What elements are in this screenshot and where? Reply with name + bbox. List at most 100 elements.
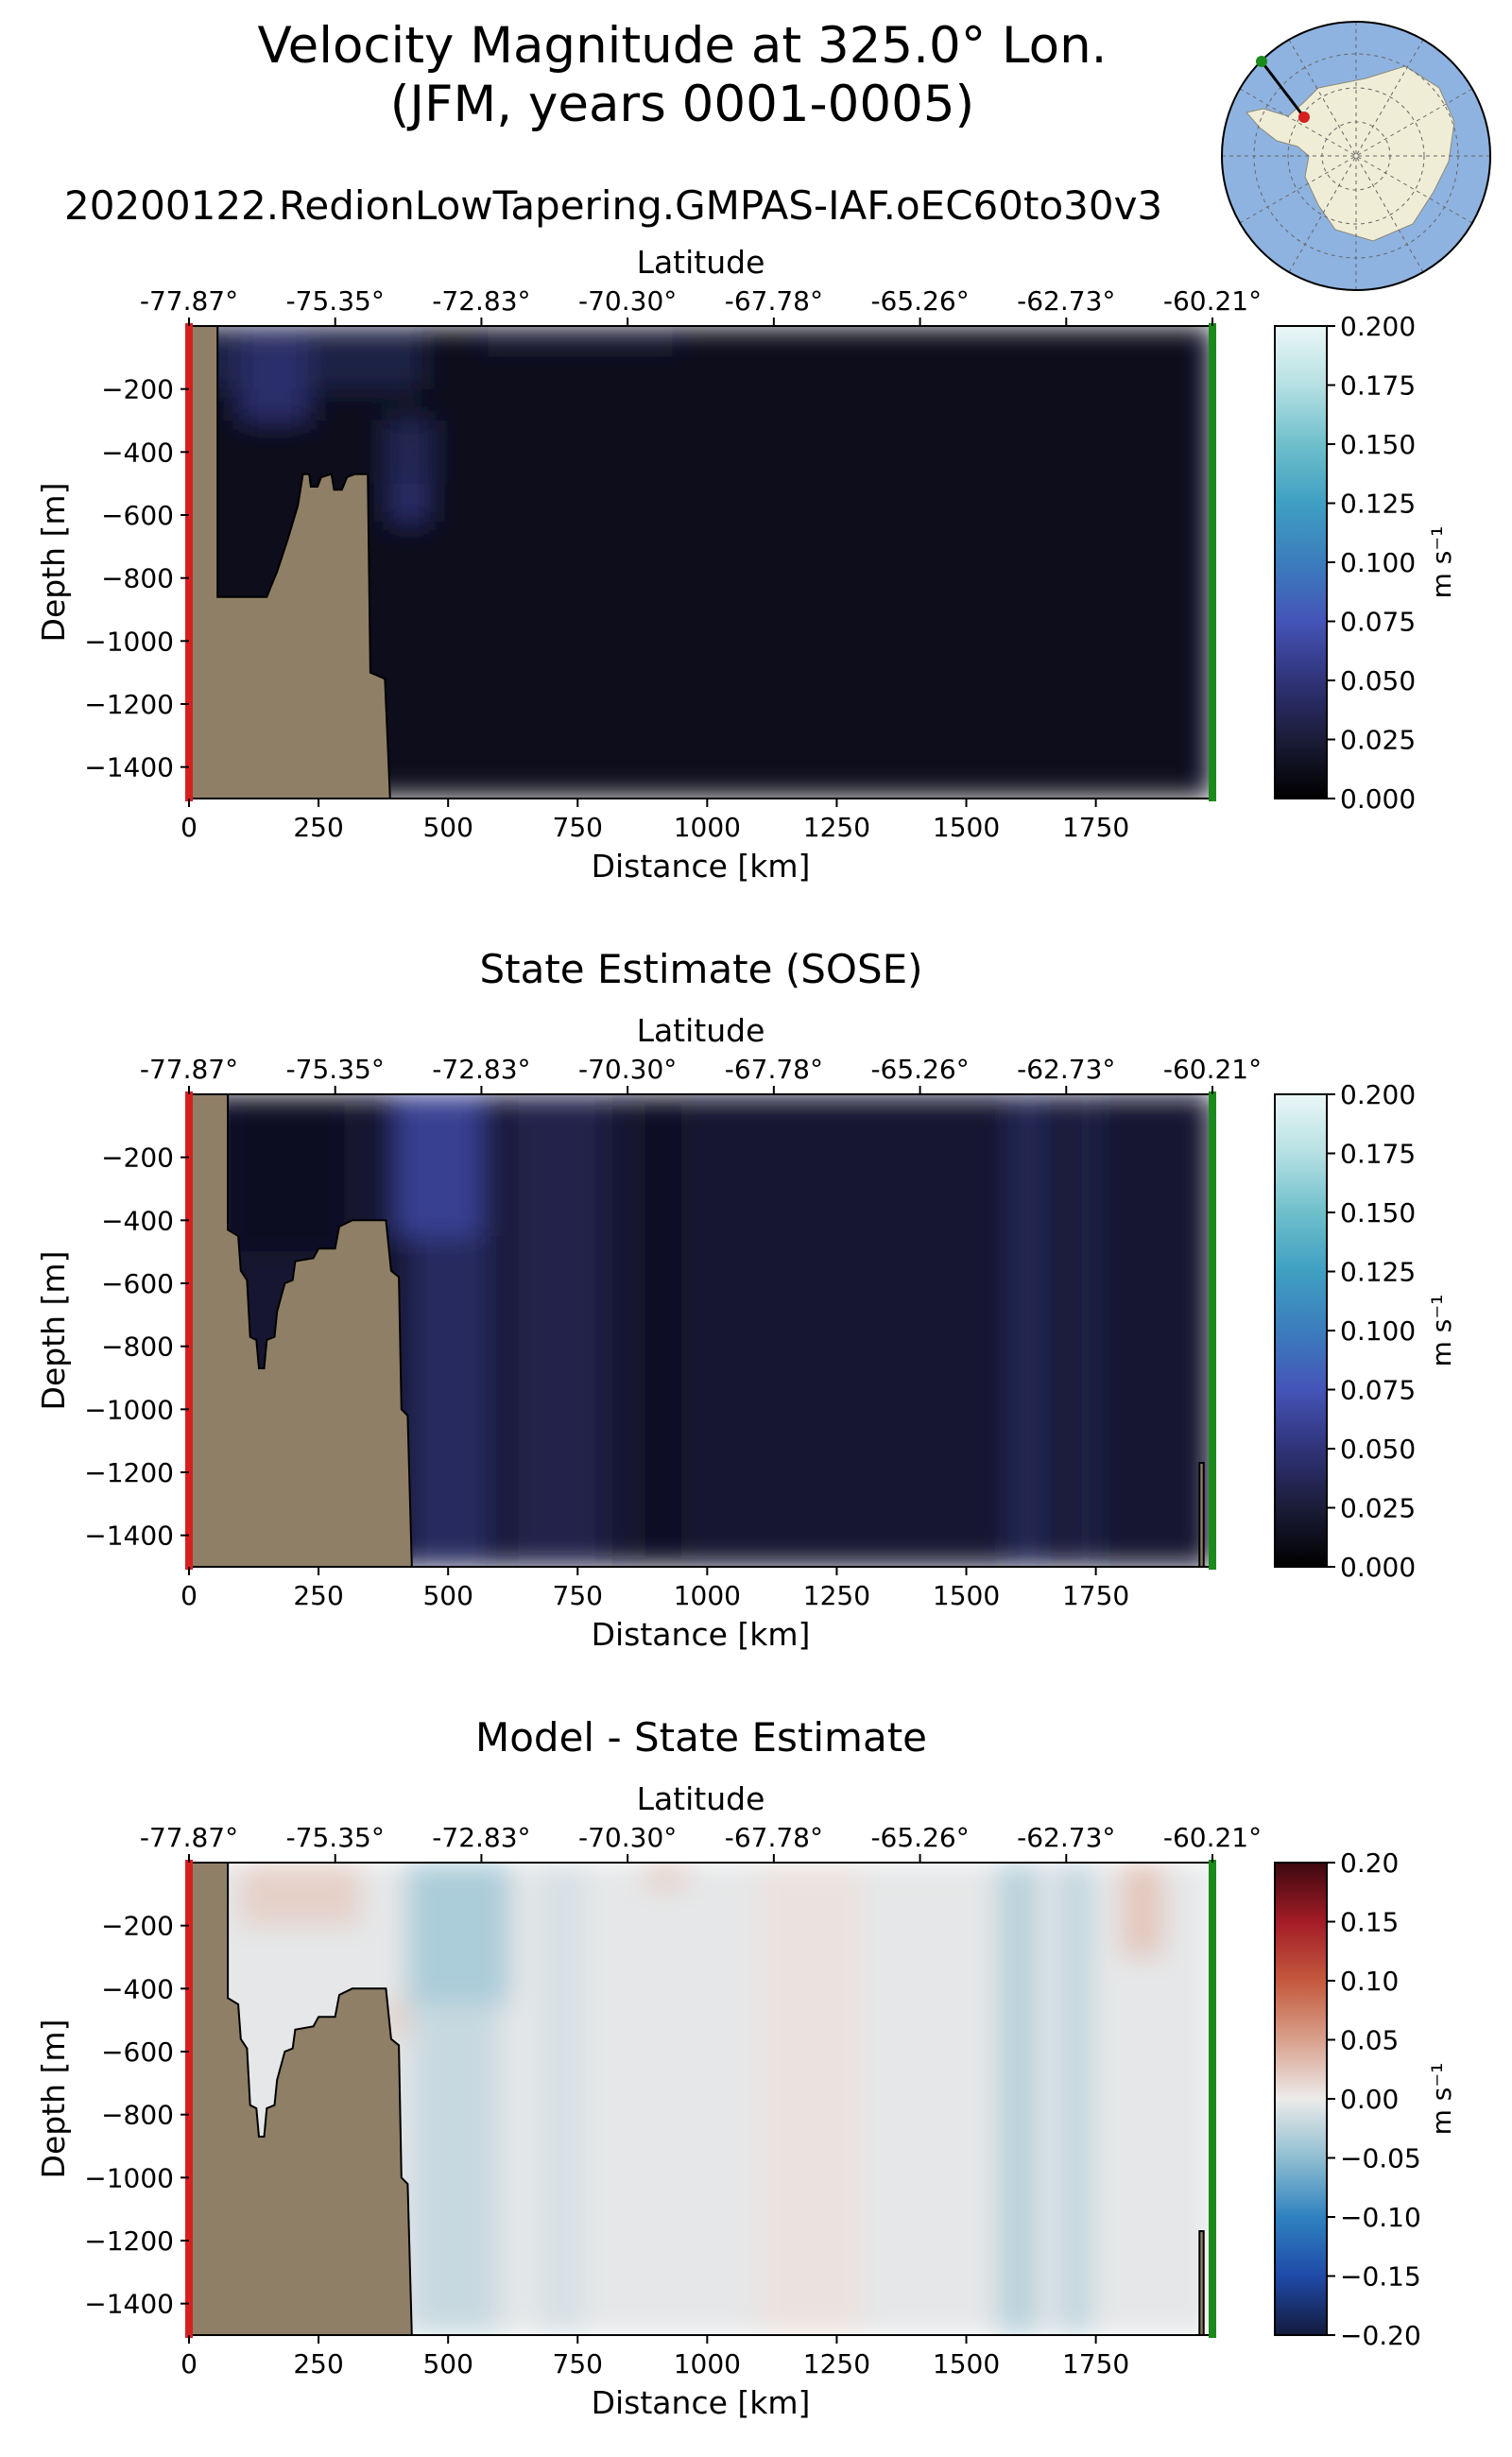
x-tick-label: 1500 bbox=[933, 1580, 1000, 1611]
y-tick-label: −1200 bbox=[84, 2225, 174, 2257]
y-axis-label: Depth [m] bbox=[35, 2019, 72, 2179]
colorbar-label: m s⁻¹ bbox=[1426, 526, 1457, 599]
bathymetry-land bbox=[189, 1094, 413, 1567]
transect-line bbox=[1260, 60, 1306, 118]
field-patch bbox=[1059, 1863, 1091, 2335]
lat-tick-label: -77.87° bbox=[140, 1822, 238, 1853]
lat-tick-label: -65.26° bbox=[870, 1054, 969, 1085]
y-tick-label: −1000 bbox=[84, 2162, 174, 2193]
colorbar bbox=[1274, 1862, 1328, 2336]
lat-tick-label: -67.78° bbox=[725, 1822, 823, 1853]
velocity-field bbox=[189, 1863, 1212, 2335]
colorbar-tick-label: 0.05 bbox=[1340, 2025, 1399, 2056]
lat-tick-label: -60.21° bbox=[1163, 1054, 1262, 1085]
y-axis-label: Depth [m] bbox=[35, 483, 72, 643]
secondary-x-axis-label: Latitude bbox=[637, 1012, 765, 1049]
x-tick-label: 250 bbox=[293, 1580, 343, 1611]
x-tick-label: 0 bbox=[180, 812, 198, 843]
colorbar-tick-label: 0.175 bbox=[1340, 370, 1416, 402]
y-axis-label: Depth [m] bbox=[35, 1251, 72, 1411]
field-patch bbox=[644, 1863, 687, 1888]
lat-tick-label: -60.21° bbox=[1163, 285, 1262, 317]
colorbar-tick-label: 0.100 bbox=[1340, 1315, 1416, 1347]
x-tick-label: 0 bbox=[180, 2348, 198, 2380]
y-tick-label: −600 bbox=[101, 1268, 174, 1299]
panel-sose: State Estimate (SOSE) 0 250 500 750 1000 1250 1… bbox=[35, 946, 1457, 1653]
y-tick-label: −1200 bbox=[84, 689, 174, 720]
field-patch bbox=[997, 1863, 1040, 2335]
bathymetry-land bbox=[189, 326, 391, 799]
lat-tick-label: -62.73° bbox=[1017, 1822, 1115, 1853]
colorbar-tick-label: 0.10 bbox=[1340, 1966, 1399, 1997]
field-patch bbox=[390, 477, 428, 522]
colorbar-tick-label: 0.150 bbox=[1340, 1197, 1416, 1228]
lat-tick-label: -62.73° bbox=[1017, 1054, 1115, 1085]
field-patch bbox=[240, 1863, 360, 1926]
y-tick-label: −200 bbox=[101, 1911, 174, 1942]
field-patch bbox=[1070, 1094, 1102, 1567]
colorbar-tick-label: 0.125 bbox=[1340, 1257, 1416, 1288]
latitude-circle bbox=[1287, 87, 1425, 225]
x-tick-label: 1250 bbox=[803, 2348, 870, 2380]
field-patch bbox=[386, 421, 433, 484]
x-axis-label: Distance [km] bbox=[592, 848, 811, 885]
panel-model: 20200122.RedionLowTapering.GMPAS-IAF.oEC… bbox=[35, 182, 1457, 885]
x-tick-label: 0 bbox=[180, 1580, 198, 1611]
colorbar-tick-label: 0.200 bbox=[1340, 311, 1416, 342]
x-axis-label: Distance [km] bbox=[592, 2384, 811, 2421]
figure-title-line2: (JFM, years 0001-0005) bbox=[390, 76, 974, 133]
y-tick-label: −600 bbox=[101, 500, 174, 531]
colorbar-tick-label: −0.15 bbox=[1340, 2261, 1421, 2293]
colorbar-tick-label: 0.000 bbox=[1340, 1552, 1416, 1583]
colorbar-tick-label: 0.025 bbox=[1340, 725, 1416, 756]
lat-tick-label: -72.83° bbox=[432, 285, 530, 317]
x-tick-label: 1750 bbox=[1062, 812, 1129, 843]
lat-tick-label: -65.26° bbox=[870, 1822, 969, 1853]
x-tick-label: 750 bbox=[553, 2348, 603, 2380]
x-tick-label: 1500 bbox=[933, 812, 1000, 843]
field-patch bbox=[396, 1094, 480, 1236]
field-patch bbox=[1007, 1094, 1050, 1567]
lat-tick-label: -75.35° bbox=[286, 1822, 385, 1853]
plot-area bbox=[189, 1863, 1212, 2335]
x-tick-label: 500 bbox=[422, 2348, 472, 2380]
colorbar-tick-label: −0.20 bbox=[1340, 2320, 1421, 2351]
x-tick-label: 1250 bbox=[803, 1580, 870, 1611]
field-patch bbox=[406, 1863, 510, 2004]
y-tick-label: −1000 bbox=[84, 626, 174, 657]
x-tick-label: 750 bbox=[553, 1580, 603, 1611]
field-patch bbox=[509, 1094, 604, 1567]
y-tick-label: −400 bbox=[101, 1205, 174, 1236]
bathymetry-land bbox=[189, 1863, 413, 2335]
lat-tick-label: -77.87° bbox=[140, 285, 238, 317]
field-patch bbox=[1122, 1863, 1163, 1957]
colorbar-tick-label: 0.200 bbox=[1340, 1079, 1416, 1110]
x-tick-label: 1750 bbox=[1062, 2348, 1129, 2380]
y-tick-label: −800 bbox=[101, 563, 174, 594]
colorbar-tick-label: 0.175 bbox=[1340, 1139, 1416, 1170]
colorbar-tick-label: 0.000 bbox=[1340, 783, 1416, 815]
field-patch bbox=[644, 1094, 681, 1567]
lat-tick-label: -67.78° bbox=[725, 285, 823, 317]
velocity-field bbox=[189, 326, 1212, 799]
bathymetry-land-right bbox=[1198, 2230, 1205, 2335]
colorbar-tick-label: 0.125 bbox=[1340, 489, 1416, 520]
colorbar-tick-label: 0.075 bbox=[1340, 607, 1416, 638]
x-tick-label: 500 bbox=[422, 1580, 472, 1611]
colorbar-tick-label: 0.100 bbox=[1340, 547, 1416, 578]
colorbar bbox=[1274, 1093, 1328, 1568]
plot-area bbox=[189, 1094, 1212, 1567]
colorbar-tick-label: 0.150 bbox=[1340, 429, 1416, 460]
field-patch bbox=[411, 2004, 501, 2335]
transect-end-point bbox=[1256, 56, 1267, 67]
field-patch bbox=[479, 326, 681, 349]
y-tick-label: −200 bbox=[101, 374, 174, 405]
colorbar-tick-label: 0.20 bbox=[1340, 1847, 1399, 1879]
y-tick-label: −200 bbox=[101, 1143, 174, 1174]
panel-title: State Estimate (SOSE) bbox=[479, 946, 922, 992]
map-border bbox=[1221, 21, 1491, 291]
lat-tick-label: -70.30° bbox=[578, 285, 677, 317]
colorbar-tick-label: 0.075 bbox=[1340, 1375, 1416, 1406]
colorbar-label: m s⁻¹ bbox=[1426, 1295, 1457, 1367]
x-tick-label: 1000 bbox=[674, 812, 741, 843]
